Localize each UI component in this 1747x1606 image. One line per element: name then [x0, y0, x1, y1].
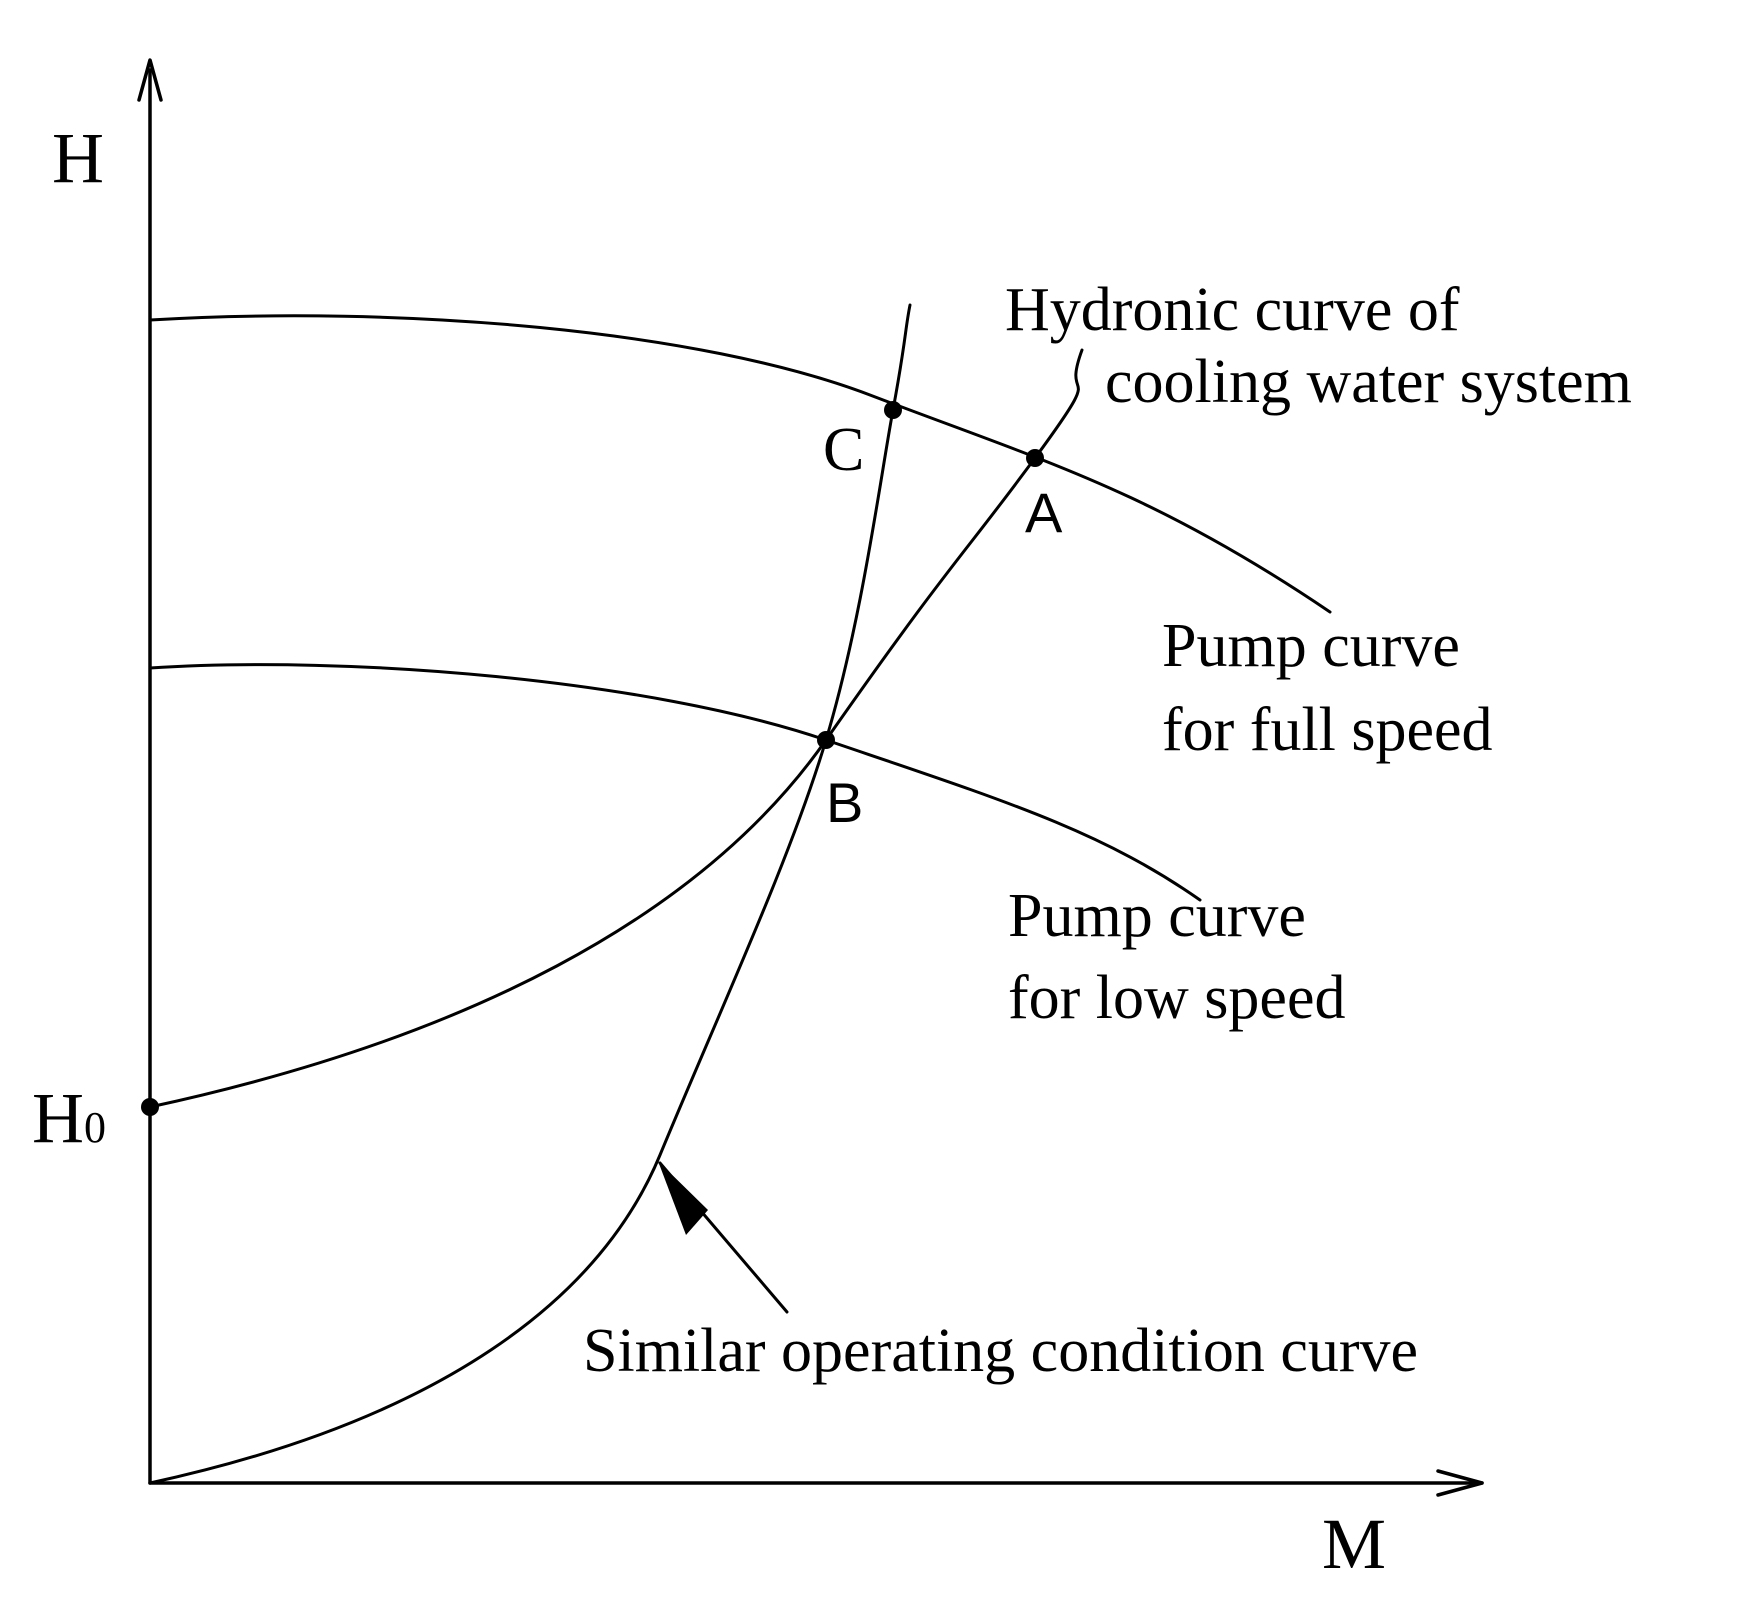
point-a-label: A [1025, 481, 1063, 544]
pump-low-label-line1: Pump curve [1008, 882, 1306, 950]
h0-label: H0 [32, 1078, 106, 1158]
x-axis-arrowhead [1436, 1469, 1484, 1497]
pump-full-label-line1: Pump curve [1162, 612, 1460, 680]
point-b-label: B [826, 771, 863, 834]
pump-curve-full-speed [148, 314, 1332, 614]
point-b [817, 731, 835, 749]
h0-point [141, 1098, 159, 1116]
hydronic-curve [148, 348, 1084, 1109]
point-a [1026, 449, 1044, 467]
point-c-label: C [823, 416, 864, 484]
point-c [884, 401, 902, 419]
similar-curve-pointer-arrowhead [658, 1161, 708, 1235]
pump-low-label-line2: for low speed [1008, 964, 1345, 1032]
x-axis-label: M [1322, 1504, 1386, 1584]
h0-label-main: H [32, 1078, 84, 1158]
hydronic-label-line2: cooling water system [1105, 348, 1632, 416]
similar-curve-label: Similar operating condition curve [583, 1317, 1418, 1385]
y-axis-label: H [52, 118, 104, 198]
y-axis-arrowhead [137, 58, 163, 102]
hydronic-label-line1: Hydronic curve of [1005, 276, 1460, 344]
similar-operating-condition-curve [148, 303, 912, 1485]
pump-curve-low-speed [148, 663, 1202, 902]
pump-full-label-line2: for full speed [1162, 696, 1493, 764]
h0-label-subscript: 0 [84, 1103, 106, 1152]
